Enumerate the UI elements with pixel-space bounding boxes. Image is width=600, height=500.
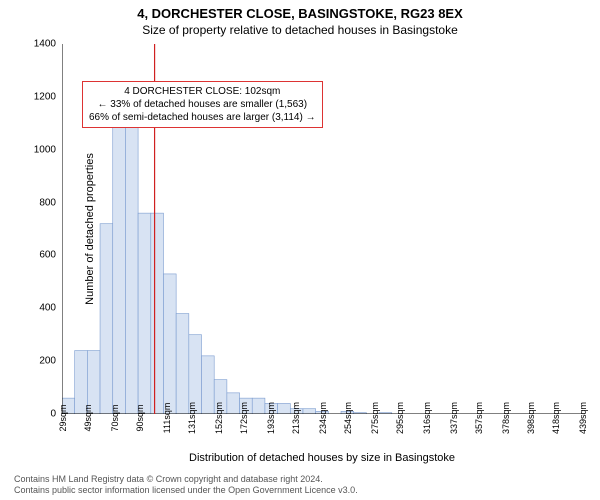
page-title-main: 4, DORCHESTER CLOSE, BASINGSTOKE, RG23 8… (0, 0, 600, 21)
x-tick-label: 357sqm (474, 402, 484, 434)
x-tick-label: 111sqm (162, 403, 172, 434)
histogram-bar (252, 398, 265, 414)
annotation-box: 4 DORCHESTER CLOSE: 102sqm ← 33% of deta… (82, 81, 323, 128)
histogram-bar (278, 403, 291, 414)
histogram-bar (176, 314, 189, 414)
histogram-bar (113, 123, 126, 414)
x-tick-label: 193sqm (266, 402, 276, 434)
x-tick-label: 172sqm (239, 402, 249, 434)
y-tick-label: 1000 (20, 144, 56, 155)
histogram-bar (303, 409, 316, 414)
x-axis-label: Distribution of detached houses by size … (62, 452, 582, 464)
y-tick-label: 400 (20, 303, 56, 314)
y-tick-label: 0 (20, 409, 56, 420)
footer-line: Contains HM Land Registry data © Crown c… (14, 474, 358, 485)
annotation-line: ← 33% of detached houses are smaller (1,… (89, 98, 316, 111)
x-tick-label: 213sqm (291, 402, 301, 434)
histogram-bar (202, 356, 215, 414)
x-tick-label: 378sqm (501, 402, 511, 434)
x-tick-label: 131sqm (187, 402, 197, 434)
x-tick-label: 70sqm (110, 404, 120, 431)
histogram-bar (151, 213, 164, 414)
histogram-bar (100, 224, 113, 414)
y-tick-label: 1400 (20, 39, 56, 50)
y-tick-label: 800 (20, 197, 56, 208)
histogram-bar (138, 213, 151, 414)
footer-attribution: Contains HM Land Registry data © Crown c… (14, 474, 358, 497)
x-tick-label: 295sqm (395, 402, 405, 434)
y-tick-label: 200 (20, 356, 56, 367)
x-tick-label: 29sqm (58, 404, 68, 431)
chart-zone: Number of detached properties Distributi… (62, 44, 582, 414)
x-tick-label: 316sqm (422, 402, 432, 434)
footer-line: Contains public sector information licen… (14, 485, 358, 496)
page-title-sub: Size of property relative to detached ho… (0, 23, 600, 37)
x-tick-label: 398sqm (526, 402, 536, 434)
x-tick-label: 234sqm (318, 402, 328, 434)
x-tick-label: 337sqm (449, 402, 459, 434)
x-tick-label: 49sqm (83, 404, 93, 431)
histogram-bar (125, 118, 138, 414)
annotation-line: 66% of semi-detached houses are larger (… (89, 111, 316, 124)
x-tick-label: 90sqm (135, 404, 145, 431)
x-tick-label: 439sqm (578, 402, 588, 434)
x-tick-label: 418sqm (551, 402, 561, 434)
y-tick-label: 1200 (20, 91, 56, 102)
annotation-line: 4 DORCHESTER CLOSE: 102sqm (89, 85, 316, 98)
x-tick-label: 152sqm (214, 402, 224, 434)
histogram-bar (227, 393, 240, 414)
y-axis-label: Number of detached properties (84, 153, 96, 305)
y-tick-label: 600 (20, 250, 56, 261)
histogram-bar (163, 274, 176, 414)
x-tick-label: 254sqm (343, 402, 353, 434)
x-tick-label: 275sqm (370, 402, 380, 434)
